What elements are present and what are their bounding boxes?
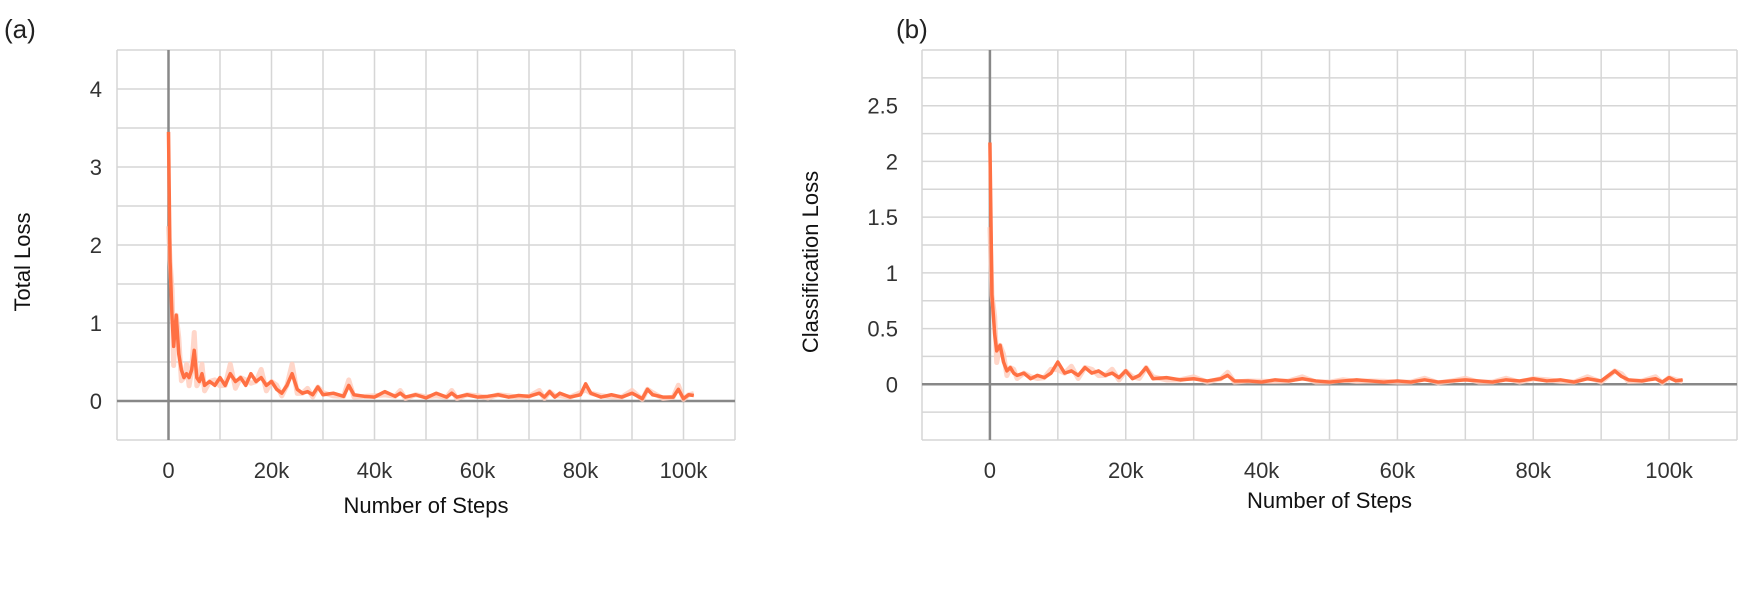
total-loss-chart: 0 1 2 3 4 0 20k 40k 60k 80k 100k Number of Steps Tot… — [10, 49, 736, 518]
y-tick-label: 1.5 — [867, 205, 898, 230]
series-line — [988, 142, 1683, 384]
y-tick-label: 0 — [90, 389, 102, 414]
x-tick-label: 0 — [162, 458, 174, 483]
series-raw-band — [987, 227, 1684, 386]
y-tick-label: 0 — [886, 372, 898, 397]
y-tick-label: 4 — [90, 77, 102, 102]
panel-a-label: (a) — [4, 14, 36, 44]
x-tick-label: 0 — [984, 458, 996, 483]
x-tick-label: 100k — [660, 458, 709, 483]
x-tick-label: 20k — [254, 458, 290, 483]
y-tick-label: 2 — [886, 149, 898, 174]
x-tick-label: 60k — [1380, 458, 1416, 483]
y-tick-label: 1 — [886, 261, 898, 286]
y-tick-label: 2 — [90, 233, 102, 258]
classification-loss-chart: 0 0.5 1 1.5 2 2.5 0 20k 40k 60k 80k 100k Number of S… — [798, 49, 1738, 513]
x-tick-label: 60k — [460, 458, 496, 483]
y-axis-title: Total Loss — [10, 212, 35, 311]
x-tick-label: 40k — [1244, 458, 1280, 483]
panel-b-label: (b) — [896, 14, 928, 44]
y-axis-title: Classification Loss — [798, 171, 823, 353]
x-tick-label: 20k — [1108, 458, 1144, 483]
y-tick-label: 1 — [90, 311, 102, 336]
x-tick-label: 80k — [563, 458, 599, 483]
x-tick-label: 100k — [1645, 458, 1694, 483]
grid — [921, 49, 1738, 441]
y-tick-label: 2.5 — [867, 94, 898, 119]
series-raw-band — [166, 225, 695, 402]
grid — [116, 49, 736, 441]
y-tick-label: 3 — [90, 155, 102, 180]
x-axis-title: Number of Steps — [1247, 488, 1412, 513]
x-tick-label: 40k — [357, 458, 393, 483]
x-axis-title: Number of Steps — [343, 493, 508, 518]
series-line — [166, 131, 695, 401]
y-tick-label: 0.5 — [867, 317, 898, 342]
x-tick-label: 80k — [1516, 458, 1552, 483]
